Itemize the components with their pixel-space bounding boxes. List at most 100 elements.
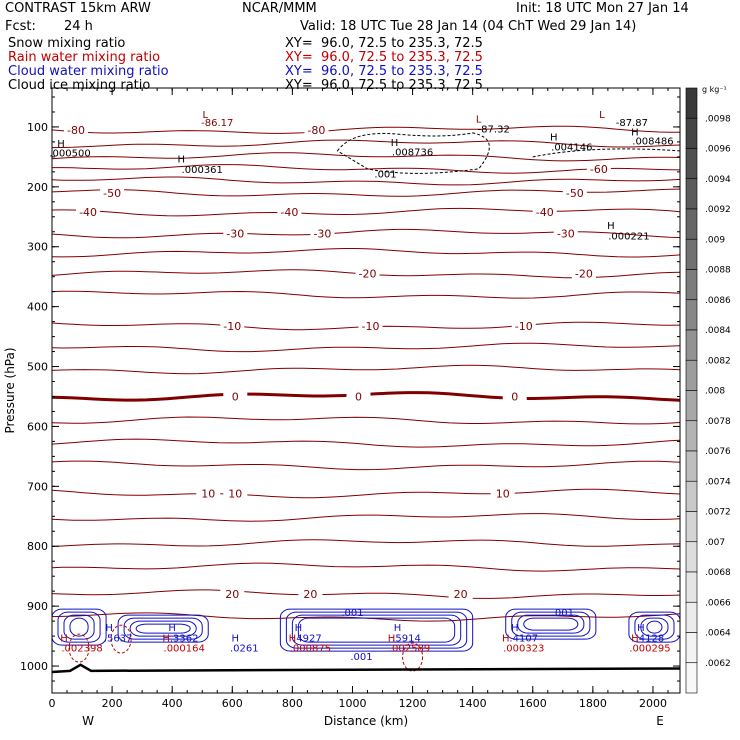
isotherm-label-bg [76,205,101,217]
y-tick-label: 100 [27,121,48,134]
isotherm-label: -30 [313,228,331,241]
colorbar-label: .0098 [705,114,731,124]
colorbar-swatch [685,329,698,361]
isotherm-label: 0 [355,390,362,403]
isotherm-line [51,539,681,547]
annotation-label: H [631,633,639,644]
annotation-label: L [202,110,208,121]
isotherm-label-bg [310,227,335,239]
annotation-label: .0261 [230,643,259,654]
annotation-label: H [631,128,639,139]
field-name-cloudice: Cloud ice mixing ratio [8,78,151,93]
colorbar-swatch [685,390,698,422]
isotherm-label: 10 [228,488,242,501]
colorbar-label: .0084 [705,326,731,336]
isotherm-label-bg [304,123,329,135]
field-xy-cloudice: XY= 96.0, 72.5 to 235.3, 72.5 [285,78,483,93]
fcst-label: Fcst: [5,19,36,34]
isotherm-label: -60 [590,163,608,176]
org-label: NCAR/MMM [242,1,317,16]
isotherm-line [51,152,681,162]
isotherm-label-bg [100,186,125,198]
colorbar-label: .0062 [705,659,731,669]
colorbar-swatch [685,541,698,573]
colorbar-label: .0064 [705,629,731,639]
isotherm-label-bg [196,487,221,499]
annotation-label: .000500 [49,149,90,160]
x-axis-label: Distance (km) [324,714,408,728]
colorbar-swatch [685,359,698,391]
annotation-label: H [177,155,185,166]
isotherm-label-bg [223,487,248,499]
isotherm-label: -30 [226,228,244,241]
annotation-label: -87.87 [616,118,648,129]
annotation-label: H [637,623,645,634]
annotation-label: .004146 [551,143,592,154]
isotherm-label: -40 [79,206,97,219]
cloudwater-contour [505,608,597,640]
x-tick-label: 0 [49,697,56,710]
colorbar-swatch [685,420,698,452]
isotherm-label-bg [532,205,557,217]
isotherm-label: -80 [307,124,325,137]
rain-contour [68,633,90,663]
colorbar-label: .0082 [705,356,731,366]
x-tick-label: 600 [222,697,243,710]
x-tick-label: 1200 [399,697,427,710]
annotation-label: .5914 [392,633,421,644]
rain-contour [110,624,132,654]
isotherm-line [52,164,681,174]
cloudwater-contour [297,617,456,643]
isotherm-label-bg [586,162,611,174]
isotherm-label: -40 [536,206,554,219]
cloudwater-contour [57,611,101,643]
cloudwater-contour [135,623,191,634]
isotherm-line [51,228,681,239]
isotherm-label: 20 [303,588,317,601]
annotation-label: .4128 [636,633,665,644]
isotherm-line [51,416,681,425]
isotherm-label: -20 [359,268,377,281]
isotherm-label-bg [298,588,323,600]
colorbar-unit: g kg⁻¹ [702,85,727,94]
isotherm-label: -10 [362,320,380,333]
cloudwater-contour [69,617,89,637]
west-endpoint: W [82,714,94,728]
isotherm-line [51,589,681,599]
cloudwater-contour [63,614,95,640]
isotherm-line [51,488,681,499]
annotation-label: .000323 [503,643,544,654]
cloudwater-contour [285,611,468,649]
isotherm-line [51,290,681,299]
x-tick-label: 800 [282,697,303,710]
isotherm-label-bg [502,390,527,402]
annotation-label: .000221 [608,231,649,242]
cloudwater-contour [511,611,591,637]
isotherm-line [51,364,681,375]
annotation-label: .001 [341,608,363,619]
colorbar-swatch [685,208,698,240]
colorbar-label: .0096 [705,145,731,155]
isotherm-label-bg [220,588,245,600]
cloudwater-contour [117,614,209,643]
y-tick-label: 1000 [20,660,48,673]
field-name-rain: Rain water mixing ratio [8,50,161,65]
colorbar-label: .0094 [705,175,731,185]
isotherm-label: -50 [103,187,121,200]
annotation-label: H [502,633,510,644]
isotherm-line [51,513,681,522]
annotation-label: .000295 [629,643,670,654]
colorbar-swatch [685,238,698,270]
annotation-label: .3362 [170,633,199,644]
field-xy-rain: XY= 96.0, 72.5 to 235.3, 72.5 [285,50,483,65]
colorbar-label: .0086 [705,296,731,306]
isotherm-label: 20 [225,588,239,601]
annotation-label: H [550,133,558,144]
isotherm-label: -20 [575,268,593,281]
y-tick-label: 500 [27,361,48,374]
x-tick-label: 1000 [338,697,366,710]
isotherm-label-bg [448,588,473,600]
annotation-label: .001 [374,170,396,181]
annotation-label: .4107 [509,633,538,644]
isotherm-label: -50 [566,187,584,200]
